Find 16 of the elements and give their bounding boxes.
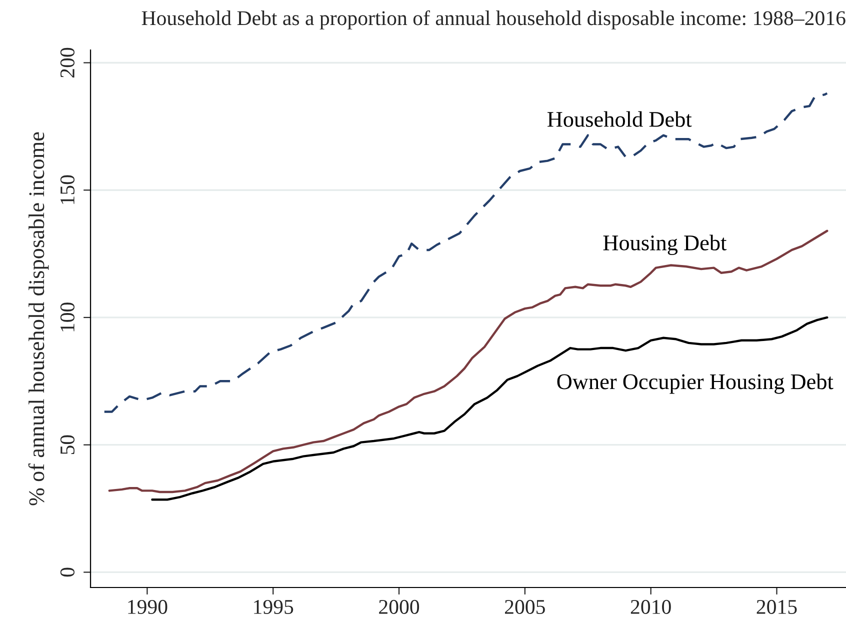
series-label: Owner Occupier Housing Debt	[557, 374, 834, 394]
y-tick-label: 150	[60, 175, 74, 204]
x-tick-label: 1995	[254, 600, 294, 614]
chart-title: Household Debt as a proportion of annual household disposable income: 1988–2016	[142, 10, 846, 30]
x-tick-label: 2015	[756, 600, 797, 614]
y-tick-label: 0	[60, 568, 74, 577]
y-tick-label: 100	[60, 302, 74, 332]
series-label: Household Debt	[547, 111, 692, 127]
series-label: Housing Debt	[603, 234, 727, 255]
x-tick-label: 2005	[505, 600, 545, 614]
y-tick-label: 200	[60, 48, 74, 78]
y-tick-label: 50	[60, 435, 74, 454]
y-axis-title: % of annual household disposable income	[28, 132, 49, 506]
x-tick-label: 1990	[128, 600, 168, 614]
x-tick-label: 2010	[630, 600, 671, 614]
x-tick-label: 2000	[379, 600, 420, 614]
